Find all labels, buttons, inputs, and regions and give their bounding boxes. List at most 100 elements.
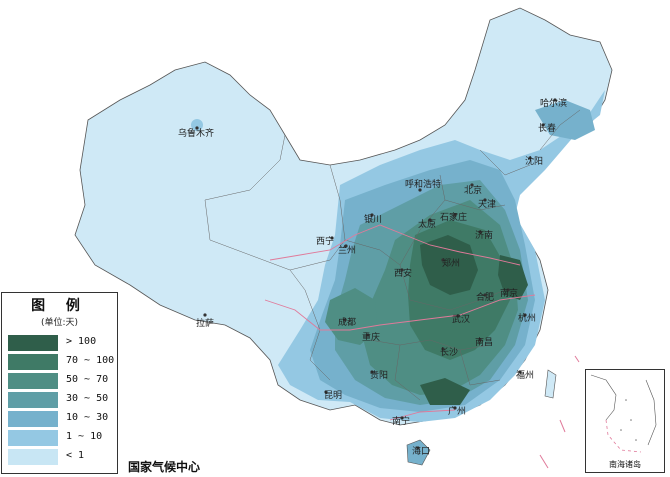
- svg-text:武汉: 武汉: [452, 313, 470, 325]
- sea-boundary-lines: [539, 355, 580, 469]
- zone-gt-100: [420, 235, 478, 295]
- city-haikou: 海口: [412, 445, 430, 457]
- city-shenyang: 沈阳: [525, 155, 543, 167]
- zone-urumqi: [191, 119, 203, 131]
- city-yinchuan: 银川: [364, 213, 382, 225]
- city-guangzhou: 广州: [448, 405, 466, 417]
- svg-text:石家庄: 石家庄: [440, 211, 467, 223]
- svg-text:合肥: 合肥: [476, 291, 494, 303]
- legend-item: > 100: [8, 335, 116, 353]
- legend-swatch: [8, 373, 58, 389]
- svg-text:福州: 福州: [516, 369, 534, 381]
- svg-text:北京: 北京: [464, 184, 482, 196]
- city-taiyuan: 太原: [418, 218, 436, 230]
- legend-item: 30 ~ 50: [8, 392, 116, 410]
- zone-gt-100-b: [498, 255, 528, 300]
- city-lhasa: 拉萨: [196, 313, 214, 329]
- hainan: [406, 439, 431, 466]
- svg-text:呼和浩特: 呼和浩特: [405, 178, 441, 190]
- city-hefei: 合肥: [476, 291, 494, 303]
- city-nanchang: 南昌: [475, 336, 493, 348]
- legend-label: 1 ~ 10: [66, 431, 103, 442]
- svg-text:长春: 长春: [538, 122, 556, 134]
- svg-text:兰州: 兰州: [338, 244, 356, 256]
- svg-text:银川: 银川: [364, 213, 382, 225]
- legend-unit: (单位:天): [40, 318, 79, 328]
- city-chengdu: 成都: [338, 316, 356, 328]
- svg-text:郑州: 郑州: [442, 257, 460, 269]
- city-hohhot: 呼和浩特: [405, 178, 441, 192]
- svg-text:西宁: 西宁: [316, 235, 334, 247]
- zone-sichuan: [325, 288, 378, 345]
- cities: 乌鲁木齐 拉萨 西宁 兰州 银川 呼和浩特 北京 天津 石家庄 太原 济南 郑州…: [178, 97, 567, 457]
- legend-label: < 1: [66, 450, 85, 461]
- legend-swatch: [8, 449, 58, 465]
- city-jinan: 济南: [475, 229, 493, 241]
- svg-text:成都: 成都: [338, 316, 356, 328]
- legend-label: > 100: [66, 336, 97, 347]
- svg-text:重庆: 重庆: [362, 331, 380, 343]
- svg-text:济南: 济南: [475, 229, 493, 241]
- svg-text:南宁: 南宁: [392, 415, 410, 427]
- legend-label: 70 ~ 100: [66, 355, 115, 366]
- legend-swatch: [8, 354, 58, 370]
- source-credit: 国家气候中心: [128, 460, 201, 474]
- legend-label: 50 ~ 70: [66, 374, 109, 385]
- legend-label: 10 ~ 30: [66, 412, 109, 423]
- svg-text:哈尔滨: 哈尔滨: [540, 97, 567, 109]
- city-xian: 西安: [394, 267, 412, 279]
- south-china-sea-inset: 南海诸岛: [585, 369, 665, 473]
- svg-text:海口: 海口: [412, 445, 430, 457]
- city-lanzhou: 兰州: [338, 244, 356, 256]
- city-fuzhou: 福州: [516, 369, 534, 381]
- legend-item: 70 ~ 100: [8, 354, 116, 372]
- city-beijing: 北京: [464, 183, 482, 196]
- city-guiyang: 贵阳: [370, 369, 388, 381]
- city-changchun: 长春: [538, 122, 556, 134]
- legend-label: 30 ~ 50: [66, 393, 109, 404]
- svg-text:杭州: 杭州: [518, 312, 536, 324]
- svg-text:长沙: 长沙: [440, 346, 458, 358]
- city-hangzhou: 杭州: [518, 312, 536, 324]
- svg-text:南昌: 南昌: [475, 336, 493, 348]
- legend-swatch: [8, 335, 58, 351]
- svg-text:贵阳: 贵阳: [370, 369, 388, 381]
- city-shijiazhuang: 石家庄: [440, 211, 467, 223]
- legend-swatch: [8, 430, 58, 446]
- city-changsha: 长沙: [440, 346, 458, 358]
- city-tianjin: 天津: [478, 198, 496, 210]
- inset-label: 南海诸岛: [609, 460, 641, 469]
- inset-map: [590, 374, 657, 453]
- legend-swatch: [8, 392, 58, 408]
- svg-text:南京: 南京: [500, 287, 518, 299]
- legend-swatch: [8, 411, 58, 427]
- city-harbin: 哈尔滨: [540, 97, 567, 109]
- svg-text:乌鲁木齐: 乌鲁木齐: [178, 127, 214, 139]
- legend-item: 10 ~ 30: [8, 411, 116, 429]
- zone-gt-100-c: [420, 378, 470, 405]
- svg-text:广州: 广州: [448, 405, 466, 417]
- rivers: [264, 224, 536, 421]
- city-xining: 西宁: [316, 235, 334, 247]
- city-nanning: 南宁: [392, 415, 410, 427]
- city-zhengzhou: 郑州: [441, 257, 460, 269]
- legend-item: 1 ~ 10: [8, 430, 116, 448]
- taiwan: [544, 369, 557, 399]
- legend-item: < 1: [8, 449, 116, 467]
- city-nanjing: 南京: [500, 287, 518, 299]
- svg-text:沈阳: 沈阳: [525, 155, 543, 167]
- svg-text:拉萨: 拉萨: [196, 317, 214, 329]
- svg-text:昆明: 昆明: [324, 390, 342, 401]
- province-boundaries: [204, 109, 581, 401]
- city-urumqi: 乌鲁木齐: [178, 126, 214, 139]
- svg-text:天津: 天津: [478, 199, 496, 210]
- svg-text:西安: 西安: [394, 267, 412, 279]
- legend-item: 50 ~ 70: [8, 373, 116, 391]
- svg-text:太原: 太原: [418, 218, 436, 230]
- city-chongqing: 重庆: [362, 331, 380, 343]
- legend-box: 图 例 (单位:天) > 100 70 ~ 100 50 ~ 70 30 ~ 50 10…: [1, 292, 118, 474]
- city-kunming: 昆明: [324, 390, 342, 401]
- legend-title: 图 例: [31, 298, 88, 314]
